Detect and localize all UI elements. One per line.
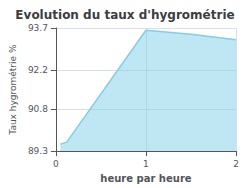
svg-text:1: 1 — [143, 159, 149, 169]
svg-text:heure par heure: heure par heure — [100, 173, 191, 184]
svg-text:Evolution du taux d'hygrométri: Evolution du taux d'hygrométrie — [15, 8, 234, 22]
svg-text:0: 0 — [53, 159, 59, 169]
svg-text:93.7: 93.7 — [28, 23, 48, 33]
svg-text:90.8: 90.8 — [28, 104, 48, 114]
svg-text:2: 2 — [233, 159, 239, 169]
svg-text:Taux hygrométrie %: Taux hygrométrie % — [8, 44, 18, 136]
svg-text:89.3: 89.3 — [28, 146, 48, 156]
svg-text:92.2: 92.2 — [28, 65, 48, 75]
